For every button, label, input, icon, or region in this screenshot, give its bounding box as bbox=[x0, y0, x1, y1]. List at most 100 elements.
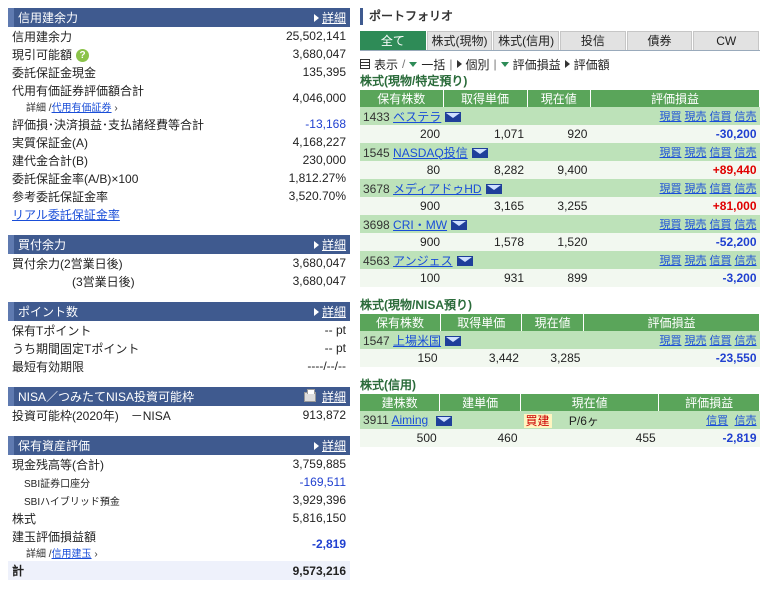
cost-cell: 8,282 bbox=[443, 161, 528, 179]
cash-balance-label: 現金残高等(合計) bbox=[12, 457, 104, 472]
table-row: 1547 上場米国 現買 現売 信買 信売 bbox=[360, 331, 760, 349]
table-header-row: 保有株数 取得単価 現在値 評価損益 bbox=[360, 90, 761, 107]
cash-buy-link[interactable]: 現買 bbox=[659, 219, 682, 231]
margin-tag-cell: 買建 P/6ヶ bbox=[520, 411, 659, 429]
credit-section-header: 信用建余力 詳細 bbox=[8, 8, 350, 27]
table-header-row: 保有株数 取得単価 現在値 評価損益 bbox=[360, 314, 761, 331]
cash-sell-link[interactable]: 現売 bbox=[684, 147, 707, 159]
tokutei-group-title: 株式(現物/特定預り) bbox=[360, 74, 468, 88]
margin-sell-link[interactable]: 信売 bbox=[734, 415, 757, 427]
tab-all[interactable]: 全て bbox=[360, 31, 426, 50]
margin-sell-link[interactable]: 信売 bbox=[734, 147, 757, 159]
col-price: 現在値 bbox=[521, 314, 584, 331]
pl-cell: -23,550 bbox=[583, 349, 760, 367]
margin-buy-link[interactable]: 信買 bbox=[709, 183, 732, 195]
tab-funds[interactable]: 投信 bbox=[560, 31, 626, 50]
cash-row: (3営業日後) 3,680,047 bbox=[8, 272, 350, 290]
tab-cash-stocks[interactable]: 株式(現物) bbox=[426, 31, 493, 50]
hybrid-deposit-value: 3,929,396 bbox=[292, 493, 346, 507]
nisa-section-title: NISA／つみたてNISA投資可能枠 bbox=[18, 390, 195, 404]
view-amount-option[interactable]: 評価額 bbox=[573, 57, 610, 72]
mail-icon[interactable] bbox=[485, 184, 502, 195]
cash-sell-link[interactable]: 現売 bbox=[684, 335, 707, 347]
cash-buy-link[interactable]: 現買 bbox=[659, 147, 682, 159]
stock-name-link[interactable]: ベステラ bbox=[393, 109, 442, 124]
stock-name-link[interactable]: CRI・MW bbox=[393, 217, 448, 232]
margin-sell-link[interactable]: 信売 bbox=[734, 111, 757, 123]
real-margin-ratio-link[interactable]: リアル委託保証金率 bbox=[12, 207, 120, 222]
stock-name-link[interactable]: Aiming bbox=[391, 413, 429, 427]
cash-buy-link[interactable]: 現買 bbox=[659, 111, 682, 123]
cash-detail-link[interactable]: 詳細 bbox=[314, 236, 346, 253]
table-row: 3678 メディアドゥHD 現買 現売 信買 信売 bbox=[360, 179, 760, 197]
mail-icon[interactable] bbox=[451, 220, 468, 231]
assets-section-title: 保有資産評価 bbox=[18, 439, 91, 453]
substitute-securities-label: 代用有価証券評価額合計 bbox=[12, 84, 145, 98]
margin-buy-link[interactable]: 信買 bbox=[709, 147, 732, 159]
cash-buy-link[interactable]: 現買 bbox=[659, 255, 682, 267]
cash-sell-link[interactable]: 現売 bbox=[684, 183, 707, 195]
trade-actions: 現買 現売 信買 信売 bbox=[583, 331, 760, 349]
margin-buy-link[interactable]: 信買 bbox=[709, 335, 732, 347]
help-icon[interactable]: ? bbox=[76, 48, 90, 62]
margin-sell-link[interactable]: 信売 bbox=[734, 219, 757, 231]
sbi-account-label: SBI証券口座分 bbox=[24, 478, 91, 490]
qty-cell: 500 bbox=[360, 429, 440, 447]
tab-margin-stocks[interactable]: 株式(信用) bbox=[493, 31, 560, 50]
cash-sell-link[interactable]: 現売 bbox=[684, 111, 707, 123]
stock-name-link[interactable]: メディアドゥHD bbox=[393, 181, 482, 196]
substitute-securities-link[interactable]: 代用有価証券 bbox=[51, 103, 112, 114]
position-pl-label: 建玉評価損益額 bbox=[12, 530, 97, 544]
mail-icon[interactable] bbox=[445, 336, 462, 347]
margin-term: P/6ヶ bbox=[568, 413, 599, 428]
table-row: 80 8,282 9,400 +89,440 bbox=[360, 161, 760, 179]
cash-sell-link[interactable]: 現売 bbox=[684, 219, 707, 231]
margin-ratio-label: 委託保証金率(A/B)×100 bbox=[12, 171, 139, 186]
margin-buy-link[interactable]: 信買 bbox=[709, 111, 732, 123]
margin-buy-link[interactable]: 信買 bbox=[706, 415, 729, 427]
expiry-label: 最短有効期限 bbox=[12, 359, 85, 374]
mail-icon[interactable] bbox=[471, 148, 488, 159]
col-qty: 保有株数 bbox=[360, 314, 442, 331]
tab-cw[interactable]: CW bbox=[693, 31, 760, 50]
credit-detail-link[interactable]: 詳細 bbox=[314, 9, 346, 26]
nisa-detail-link[interactable]: 詳細 bbox=[303, 388, 346, 405]
view-pl-option[interactable]: 評価損益 bbox=[512, 57, 561, 72]
margin-sell-link[interactable]: 信売 bbox=[734, 255, 757, 267]
margin-buy-link[interactable]: 信買 bbox=[709, 255, 732, 267]
margin-sell-link[interactable]: 信売 bbox=[734, 183, 757, 195]
mail-icon[interactable] bbox=[456, 256, 473, 267]
cash-section-title: 買付余力 bbox=[18, 238, 67, 252]
display-label: 表示 bbox=[374, 57, 399, 72]
mail-icon[interactable] bbox=[445, 112, 462, 123]
cash-buy-link[interactable]: 現買 bbox=[659, 183, 682, 195]
stock-name-link[interactable]: アンジェス bbox=[393, 253, 453, 268]
view-all-option[interactable]: 一括 bbox=[421, 57, 446, 72]
assets-row: SBIハイブリッド預金 3,929,396 bbox=[8, 491, 350, 509]
stock-name-link[interactable]: NASDAQ投信 bbox=[393, 145, 468, 160]
tokutei-table: 保有株数 取得単価 現在値 評価損益 1433 ベステラ 現買 現売 信買 信売 200 1… bbox=[360, 90, 761, 287]
margin-buy-link[interactable]: 信買 bbox=[709, 219, 732, 231]
points-detail-link[interactable]: 詳細 bbox=[314, 303, 346, 320]
substitute-securities-value: 4,046,000 bbox=[292, 91, 346, 105]
pl-cell: +89,440 bbox=[590, 161, 760, 179]
mail-icon[interactable] bbox=[435, 415, 452, 426]
margin-sell-link[interactable]: 信売 bbox=[734, 335, 757, 347]
assets-detail-link[interactable]: 詳細 bbox=[314, 437, 346, 454]
cash-sell-link[interactable]: 現売 bbox=[684, 255, 707, 267]
stock-name-link[interactable]: 上場米国 bbox=[393, 333, 442, 348]
ref-margin-ratio-label: 参考委託保証金率 bbox=[12, 189, 109, 204]
trade-actions: 現買 現売 信買 信売 bbox=[590, 107, 760, 125]
margin-cash-label: 委託保証金現金 bbox=[12, 65, 97, 80]
trade-actions: 信買 信売 bbox=[658, 411, 760, 429]
col-pl: 評価損益 bbox=[583, 314, 761, 331]
price-cell: 1,520 bbox=[527, 233, 591, 251]
margin-position-link[interactable]: 信用建玉 bbox=[51, 549, 92, 560]
tab-bonds[interactable]: 債券 bbox=[626, 31, 693, 50]
view-individual-option[interactable]: 個別 bbox=[465, 57, 490, 72]
cash-buy-link[interactable]: 現買 bbox=[659, 335, 682, 347]
points-row: 最短有効期限 ----/--/-- bbox=[8, 357, 350, 375]
assets-row: 株式 5,816,150 bbox=[8, 509, 350, 527]
table-row: 3911 Aiming 買建 P/6ヶ 信買 信売 bbox=[360, 411, 760, 429]
trade-actions: 現買 現売 信買 信売 bbox=[590, 215, 760, 233]
